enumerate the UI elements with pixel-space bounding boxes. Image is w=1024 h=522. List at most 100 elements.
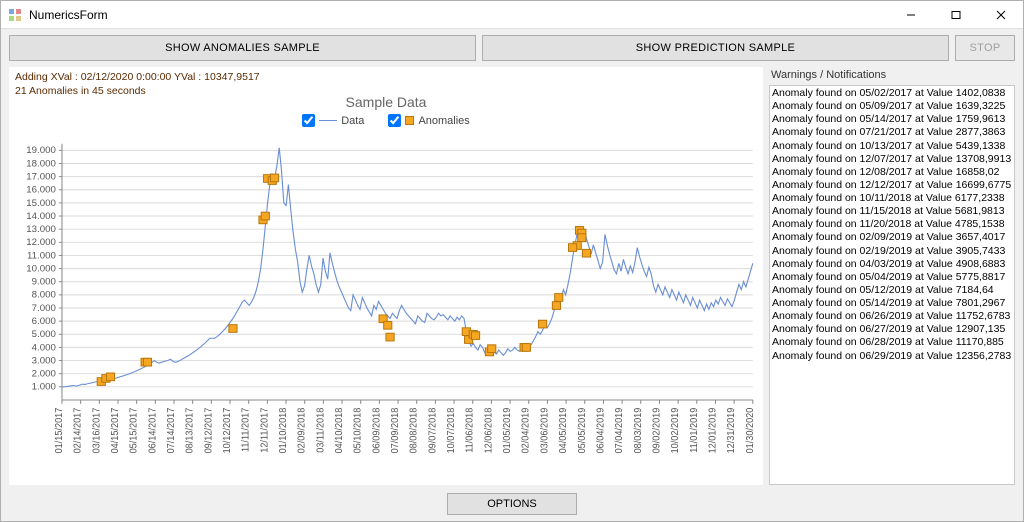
svg-text:4.000: 4.000: [32, 342, 56, 353]
svg-text:10.000: 10.000: [26, 263, 56, 274]
notification-item[interactable]: Anomaly found on 04/03/2019 at Value 490…: [772, 258, 1012, 271]
notification-item[interactable]: Anomaly found on 06/29/2019 at Value 123…: [772, 350, 1012, 363]
legend-anomalies[interactable]: Anomalies: [388, 114, 469, 127]
svg-text:12/11/2017: 12/11/2017: [258, 408, 269, 453]
options-button[interactable]: OPTIONS: [447, 493, 577, 515]
notifications-panel: Warnings / Notifications Anomaly found o…: [769, 67, 1015, 485]
chart-title: Sample Data: [9, 94, 763, 110]
notification-item[interactable]: Anomaly found on 02/19/2019 at Value 390…: [772, 245, 1012, 258]
svg-text:05/10/2018: 05/10/2018: [351, 408, 362, 454]
line-swatch-icon: [319, 120, 337, 121]
notification-item[interactable]: Anomaly found on 10/11/2018 at Value 617…: [772, 192, 1012, 205]
svg-text:09/02/2019: 09/02/2019: [650, 408, 661, 454]
bottom-bar: OPTIONS: [1, 489, 1023, 521]
notification-item[interactable]: Anomaly found on 05/14/2017 at Value 175…: [772, 113, 1012, 126]
svg-text:13.000: 13.000: [26, 224, 56, 235]
svg-text:02/04/2019: 02/04/2019: [520, 408, 531, 454]
svg-text:05/15/2017: 05/15/2017: [127, 408, 138, 454]
svg-text:08/03/2019: 08/03/2019: [632, 408, 643, 454]
svg-text:12/31/2019: 12/31/2019: [725, 408, 736, 454]
notification-item[interactable]: Anomaly found on 06/27/2019 at Value 129…: [772, 323, 1012, 336]
notification-item[interactable]: Anomaly found on 07/21/2017 at Value 287…: [772, 126, 1012, 139]
svg-text:8.000: 8.000: [32, 289, 56, 300]
svg-text:10/07/2018: 10/07/2018: [445, 408, 456, 454]
svg-text:18.000: 18.000: [26, 158, 56, 169]
toolbar: SHOW ANOMALIES SAMPLE SHOW PREDICTION SA…: [1, 29, 1023, 67]
svg-text:5.000: 5.000: [32, 329, 56, 340]
notification-item[interactable]: Anomaly found on 05/12/2019 at Value 718…: [772, 284, 1012, 297]
minimize-button[interactable]: [888, 1, 933, 29]
svg-text:12/01/2019: 12/01/2019: [706, 408, 717, 454]
svg-text:11/01/2019: 11/01/2019: [688, 408, 699, 453]
maximize-button[interactable]: [933, 1, 978, 29]
svg-text:04/05/2019: 04/05/2019: [557, 408, 568, 454]
svg-text:04/15/2017: 04/15/2017: [109, 408, 120, 454]
stop-button: STOP: [955, 35, 1015, 61]
svg-text:01/10/2018: 01/10/2018: [277, 408, 288, 454]
notification-item[interactable]: Anomaly found on 10/13/2017 at Value 543…: [772, 140, 1012, 153]
svg-text:3.000: 3.000: [32, 355, 56, 366]
notification-item[interactable]: Anomaly found on 11/15/2018 at Value 568…: [772, 205, 1012, 218]
window-title: NumericsForm: [29, 8, 888, 22]
notifications-title: Warnings / Notifications: [769, 67, 1015, 85]
svg-text:07/14/2017: 07/14/2017: [165, 408, 176, 454]
svg-text:03/11/2018: 03/11/2018: [314, 408, 325, 453]
notification-item[interactable]: Anomaly found on 11/20/2018 at Value 478…: [772, 218, 1012, 231]
svg-text:02/09/2018: 02/09/2018: [295, 408, 306, 454]
svg-text:10/02/2019: 10/02/2019: [669, 408, 680, 454]
chart-plot: 1.0002.0003.0004.0005.0006.0007.0008.000…: [9, 138, 763, 485]
svg-text:01/30/2020: 01/30/2020: [744, 408, 755, 454]
svg-text:16.000: 16.000: [26, 184, 56, 195]
notification-item[interactable]: Anomaly found on 06/28/2019 at Value 111…: [772, 336, 1012, 349]
notification-item[interactable]: Anomaly found on 05/04/2019 at Value 577…: [772, 271, 1012, 284]
show-anomalies-button[interactable]: SHOW ANOMALIES SAMPLE: [9, 35, 476, 61]
svg-text:12/06/2018: 12/06/2018: [482, 408, 493, 454]
svg-text:09/07/2018: 09/07/2018: [426, 408, 437, 454]
notification-item[interactable]: Anomaly found on 02/09/2019 at Value 365…: [772, 231, 1012, 244]
svg-text:1.000: 1.000: [32, 381, 56, 392]
svg-text:06/14/2017: 06/14/2017: [146, 408, 157, 454]
svg-text:08/13/2017: 08/13/2017: [183, 408, 194, 454]
notification-item[interactable]: Anomaly found on 05/14/2019 at Value 780…: [772, 297, 1012, 310]
notifications-list[interactable]: Anomaly found on 05/02/2017 at Value 140…: [769, 85, 1015, 485]
close-button[interactable]: [978, 1, 1023, 29]
svg-text:12.000: 12.000: [26, 237, 56, 248]
svg-text:14.000: 14.000: [26, 210, 56, 221]
svg-text:01/15/2017: 01/15/2017: [53, 408, 64, 454]
legend-data-checkbox[interactable]: [302, 114, 315, 127]
notification-item[interactable]: Anomaly found on 05/02/2017 at Value 140…: [772, 87, 1012, 100]
svg-text:11/06/2018: 11/06/2018: [463, 408, 474, 453]
svg-text:06/09/2018: 06/09/2018: [370, 408, 381, 454]
legend-anomalies-checkbox[interactable]: [388, 114, 401, 127]
svg-text:15.000: 15.000: [26, 197, 56, 208]
svg-text:01/05/2019: 01/05/2019: [501, 408, 512, 454]
square-swatch-icon: [405, 116, 414, 125]
svg-text:04/10/2018: 04/10/2018: [333, 408, 344, 454]
svg-text:11.000: 11.000: [27, 250, 56, 261]
legend-data[interactable]: Data: [302, 114, 364, 127]
svg-text:02/14/2017: 02/14/2017: [71, 408, 82, 454]
svg-text:11/11/2017: 11/11/2017: [239, 408, 250, 452]
svg-text:09/12/2017: 09/12/2017: [202, 408, 213, 454]
notification-item[interactable]: Anomaly found on 06/26/2019 at Value 117…: [772, 310, 1012, 323]
show-prediction-button[interactable]: SHOW PREDICTION SAMPLE: [482, 35, 949, 61]
svg-text:07/09/2018: 07/09/2018: [389, 408, 400, 454]
svg-text:03/06/2019: 03/06/2019: [538, 408, 549, 454]
svg-text:03/16/2017: 03/16/2017: [90, 408, 101, 454]
chart-container: Sample Data Data Anomalies 1.0002.0003.0…: [9, 98, 763, 485]
chart-legend: Data Anomalies: [9, 110, 763, 129]
notification-item[interactable]: Anomaly found on 05/09/2017 at Value 163…: [772, 100, 1012, 113]
notification-item[interactable]: Anomaly found on 12/07/2017 at Value 137…: [772, 153, 1012, 166]
notification-item[interactable]: Anomaly found on 12/08/2017 at Value 168…: [772, 166, 1012, 179]
svg-text:7.000: 7.000: [32, 302, 56, 313]
svg-text:08/08/2018: 08/08/2018: [407, 408, 418, 454]
svg-text:17.000: 17.000: [26, 171, 56, 182]
notification-item[interactable]: Anomaly found on 12/12/2017 at Value 166…: [772, 179, 1012, 192]
svg-text:2.000: 2.000: [32, 368, 56, 379]
legend-anomalies-label: Anomalies: [418, 115, 469, 127]
app-icon: [7, 7, 23, 23]
titlebar: NumericsForm: [1, 1, 1023, 29]
chart-panel: Adding XVal : 02/12/2020 0:00:00 YVal : …: [9, 67, 763, 485]
svg-text:06/04/2019: 06/04/2019: [594, 408, 605, 454]
svg-text:07/04/2019: 07/04/2019: [613, 408, 624, 454]
